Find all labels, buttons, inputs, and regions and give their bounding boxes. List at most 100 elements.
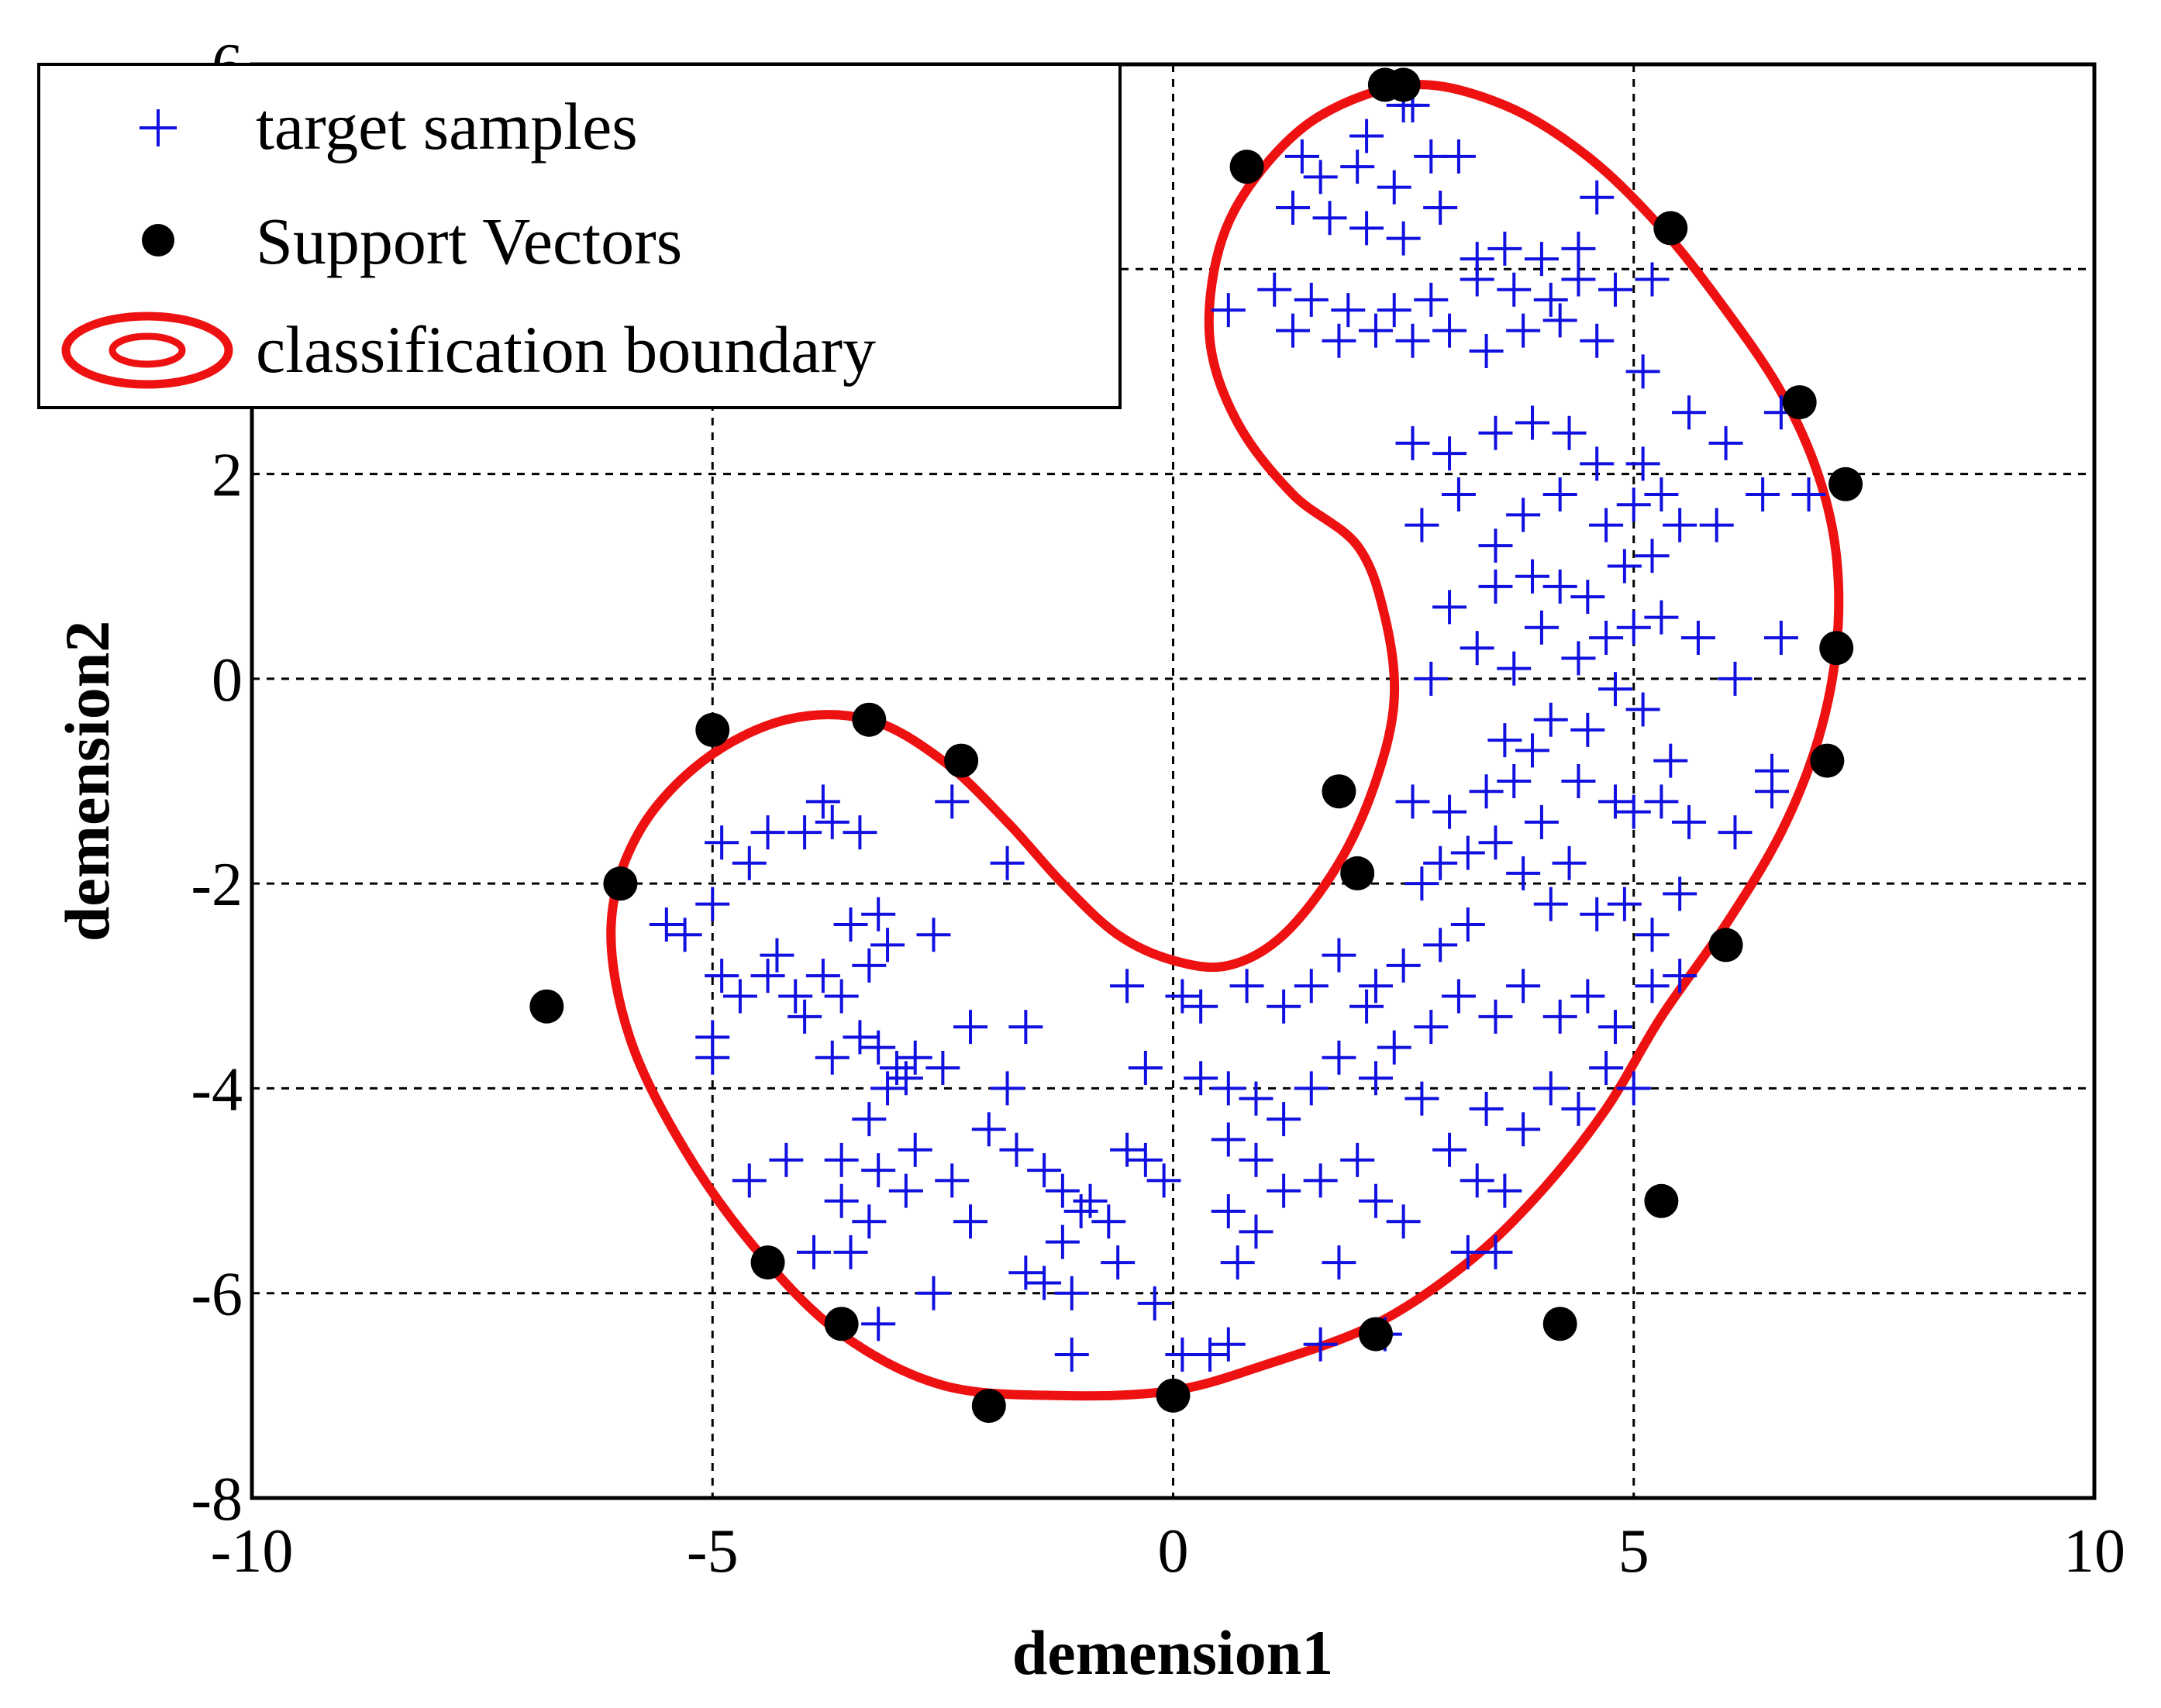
target-sample-point [1542, 999, 1577, 1034]
support-vector-point [1229, 150, 1264, 184]
target-sample-point [1487, 723, 1522, 758]
target-sample-point [1414, 1010, 1449, 1045]
target-sample-point [916, 1276, 951, 1310]
target-samples-layer [649, 88, 1826, 1372]
target-sample-point [705, 825, 739, 860]
target-sample-point [1358, 1183, 1393, 1218]
target-sample-point [1487, 1173, 1522, 1208]
target-sample-point [788, 999, 822, 1034]
target-sample-point [1524, 242, 1559, 277]
target-sample-point [1672, 804, 1707, 839]
target-sample-point [1239, 1142, 1274, 1177]
target-sample-point [1358, 969, 1393, 1004]
target-sample-point [824, 1142, 859, 1177]
target-sample-point [852, 948, 887, 983]
target-sample-point [1395, 784, 1430, 819]
legend-label-support-vectors: Support Vectors [256, 204, 682, 278]
target-sample-point [1570, 979, 1605, 1014]
x-tick-label: -5 [687, 1517, 739, 1586]
target-sample-point [1193, 1338, 1228, 1372]
target-sample-point [953, 1010, 988, 1045]
x-tick-label: 0 [1158, 1517, 1189, 1586]
target-sample-point [1607, 549, 1642, 584]
target-sample-point [760, 938, 794, 973]
support-vector-point [529, 989, 564, 1024]
target-sample-point [1073, 1183, 1108, 1218]
target-sample-point [888, 1173, 923, 1208]
target-sample-point [732, 845, 767, 880]
target-sample-point [815, 804, 850, 839]
target-sample-point [1533, 282, 1568, 317]
target-sample-point [916, 918, 951, 952]
target-sample-point [1404, 1081, 1439, 1116]
target-sample-point [824, 1183, 859, 1218]
grid-lines [252, 64, 2094, 1498]
target-sample-point [1377, 170, 1411, 205]
target-sample-point [1589, 1051, 1624, 1085]
support-vectors-layer [529, 67, 1863, 1424]
target-sample-point [1211, 293, 1246, 328]
target-sample-point [1267, 1102, 1301, 1137]
target-sample-point [1469, 1091, 1504, 1126]
support-vector-point [1542, 1307, 1577, 1341]
target-sample-point [1533, 887, 1568, 921]
target-sample-point [1625, 692, 1660, 727]
target-sample-point [1663, 508, 1697, 542]
target-sample-point [1008, 1255, 1043, 1290]
target-sample-point [1322, 323, 1356, 358]
target-sample-point [732, 1163, 767, 1198]
target-sample-point [1718, 815, 1753, 850]
target-sample-point [1027, 1266, 1062, 1300]
target-sample-point [1506, 498, 1541, 532]
target-sample-point [1570, 712, 1605, 747]
target-sample-point [1597, 272, 1632, 307]
target-sample-point [1027, 1153, 1062, 1188]
target-sample-point [1331, 293, 1366, 328]
target-sample-point [870, 928, 905, 962]
target-sample-point [1644, 477, 1679, 511]
target-sample-point [1644, 600, 1679, 635]
target-sample-point [1414, 282, 1449, 317]
support-vector-point [1156, 1378, 1191, 1413]
target-sample-point [990, 1071, 1025, 1106]
target-sample-point [1708, 425, 1743, 460]
y-tick-label: 0 [212, 646, 243, 715]
target-sample-point [1128, 1051, 1163, 1085]
target-sample-point [649, 907, 684, 942]
support-vector-point [1322, 774, 1356, 809]
target-sample-point [1616, 487, 1651, 522]
target-sample-point [1386, 1204, 1421, 1239]
support-vector-point [695, 712, 730, 747]
target-sample-point [1340, 150, 1375, 184]
target-sample-point [1229, 969, 1264, 1004]
target-sample-point [1460, 1163, 1494, 1198]
target-sample-point [1506, 969, 1541, 1004]
target-sample-point [1294, 1071, 1329, 1106]
legend-target-marker [140, 109, 177, 146]
y-tick-label: -2 [191, 851, 243, 919]
target-sample-point [1395, 323, 1430, 358]
target-sample-point [1045, 1224, 1080, 1259]
target-sample-point [1506, 313, 1541, 348]
target-sample-point [1165, 979, 1200, 1014]
legend-box [37, 63, 1122, 409]
target-sample-point [861, 1030, 896, 1065]
target-sample-point [1322, 938, 1356, 973]
target-sample-point [1542, 569, 1577, 604]
target-sample-point [1497, 651, 1532, 686]
target-sample-point [1580, 180, 1615, 215]
legend-boundary-marker [61, 312, 233, 389]
target-sample-point [1091, 1204, 1126, 1239]
target-sample-point [861, 1307, 896, 1341]
target-sample-point [1358, 1061, 1393, 1096]
target-sample-point [1386, 221, 1421, 256]
support-vector-point [824, 1307, 859, 1341]
target-sample-point [1110, 1132, 1145, 1167]
support-vector-point [603, 866, 638, 901]
target-sample-point [1506, 1112, 1541, 1147]
target-sample-point [843, 815, 877, 850]
support-vector-point [750, 1245, 785, 1280]
target-sample-point [1184, 1061, 1218, 1096]
target-sample-point [1515, 733, 1550, 768]
